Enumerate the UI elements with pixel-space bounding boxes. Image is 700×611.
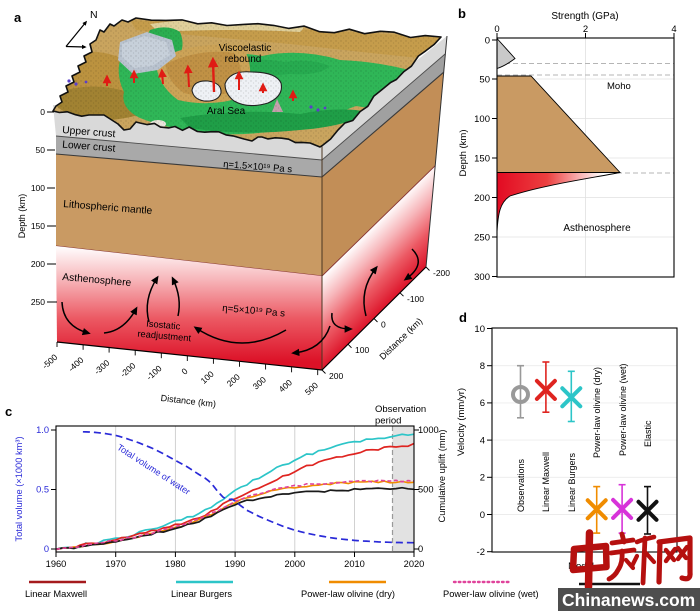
svg-text:N: N: [90, 9, 98, 21]
svg-text:1.0: 1.0: [36, 425, 49, 435]
svg-text:150: 150: [474, 154, 490, 165]
svg-text:0: 0: [480, 510, 485, 521]
svg-text:8: 8: [480, 361, 485, 372]
svg-text:50: 50: [36, 145, 46, 155]
svg-text:-2: -2: [477, 547, 485, 558]
svg-text:200: 200: [225, 372, 242, 389]
svg-text:2: 2: [480, 473, 485, 484]
svg-text:Power-law olivine (wet): Power-law olivine (wet): [443, 589, 539, 599]
svg-text:2020: 2020: [404, 559, 425, 569]
svg-text:Chinanews.com: Chinanews.com: [562, 590, 695, 610]
svg-text:0: 0: [485, 36, 490, 47]
svg-text:Total volume (×1000 km³): Total volume (×1000 km³): [14, 436, 24, 541]
svg-text:-500: -500: [40, 352, 60, 371]
svg-text:η=1.5×10¹⁹ Pa s: η=1.5×10¹⁹ Pa s: [223, 159, 293, 175]
svg-text:1980: 1980: [165, 559, 186, 569]
svg-text:Isostatic: Isostatic: [146, 319, 181, 332]
svg-text:0: 0: [44, 544, 49, 554]
svg-text:Strength (GPa): Strength (GPa): [551, 11, 618, 22]
svg-text:b: b: [458, 6, 466, 21]
svg-text:4: 4: [480, 436, 485, 447]
svg-text:0: 0: [494, 24, 499, 35]
svg-text:Linear Maxwell: Linear Maxwell: [541, 452, 551, 512]
svg-text:-200: -200: [433, 268, 450, 278]
svg-text:-400: -400: [66, 355, 86, 374]
svg-text:50: 50: [479, 75, 490, 86]
svg-text:Velocity (mm/yr): Velocity (mm/yr): [456, 388, 467, 456]
svg-text:Moho: Moho: [607, 81, 631, 92]
svg-text:100: 100: [199, 369, 216, 386]
svg-text:4: 4: [671, 24, 676, 35]
svg-text:2: 2: [583, 24, 588, 35]
svg-text:c: c: [5, 404, 12, 419]
svg-text:100: 100: [31, 183, 45, 193]
svg-text:1960: 1960: [46, 559, 67, 569]
svg-text:Asthenosphere: Asthenosphere: [563, 223, 631, 234]
svg-text:1000: 1000: [418, 425, 439, 435]
svg-text:200: 200: [329, 371, 343, 381]
svg-text:η=5×10¹⁹ Pa s: η=5×10¹⁹ Pa s: [222, 303, 286, 319]
svg-text:period: period: [375, 416, 401, 427]
svg-text:10: 10: [474, 324, 485, 335]
svg-text:0: 0: [418, 544, 423, 554]
svg-text:Power-law olivine (wet): Power-law olivine (wet): [618, 363, 628, 456]
svg-text:readjustment: readjustment: [137, 329, 192, 344]
svg-text:2000: 2000: [284, 559, 305, 569]
svg-text:Linear Burgers: Linear Burgers: [567, 452, 577, 512]
svg-text:150: 150: [31, 221, 45, 231]
svg-text:500: 500: [418, 485, 434, 495]
svg-text:Power-law olivine (dry): Power-law olivine (dry): [592, 367, 602, 458]
svg-text:d: d: [459, 310, 467, 325]
svg-text:Elastic: Elastic: [643, 420, 653, 447]
svg-text:Viscoelastic: Viscoelastic: [219, 43, 272, 54]
svg-text:Total volume of water: Total volume of water: [115, 442, 192, 497]
svg-text:Power-law olivine (dry): Power-law olivine (dry): [301, 589, 395, 599]
svg-text:a: a: [14, 10, 22, 25]
svg-text:0: 0: [381, 320, 386, 330]
svg-text:0.5: 0.5: [36, 485, 49, 495]
svg-text:1990: 1990: [225, 559, 246, 569]
svg-text:-100: -100: [407, 294, 424, 304]
svg-text:500: 500: [303, 380, 320, 397]
svg-text:Cumulative uplift (mm): Cumulative uplift (mm): [437, 430, 447, 523]
svg-text:200: 200: [474, 193, 490, 204]
svg-text:100: 100: [355, 345, 369, 355]
svg-text:rebound: rebound: [225, 54, 262, 65]
svg-text:-300: -300: [92, 357, 112, 376]
svg-text:200: 200: [31, 259, 45, 269]
svg-text:300: 300: [474, 272, 490, 283]
svg-text:6: 6: [480, 398, 485, 409]
svg-text:Linear Burgers: Linear Burgers: [171, 589, 232, 599]
svg-text:2010: 2010: [344, 559, 365, 569]
svg-text:-200: -200: [118, 360, 138, 379]
svg-text:Distance (km): Distance (km): [160, 393, 216, 409]
svg-text:0: 0: [40, 107, 45, 117]
svg-text:-100: -100: [144, 363, 164, 382]
svg-text:Observation: Observation: [375, 404, 426, 415]
svg-text:1970: 1970: [105, 559, 126, 569]
svg-text:Lower crust: Lower crust: [62, 140, 116, 155]
svg-text:Depth (km): Depth (km): [17, 194, 27, 239]
svg-text:Upper crust: Upper crust: [62, 125, 116, 140]
svg-text:100: 100: [474, 114, 490, 125]
svg-text:300: 300: [251, 374, 268, 391]
svg-text:400: 400: [277, 377, 294, 394]
svg-text:0: 0: [179, 366, 189, 377]
svg-text:Linear Maxwell: Linear Maxwell: [25, 589, 87, 599]
svg-text:250: 250: [31, 297, 45, 307]
svg-text:250: 250: [474, 233, 490, 244]
svg-text:Aral Sea: Aral Sea: [207, 106, 246, 117]
svg-text:Depth (km): Depth (km): [458, 130, 469, 177]
svg-text:Observations: Observations: [516, 458, 526, 512]
